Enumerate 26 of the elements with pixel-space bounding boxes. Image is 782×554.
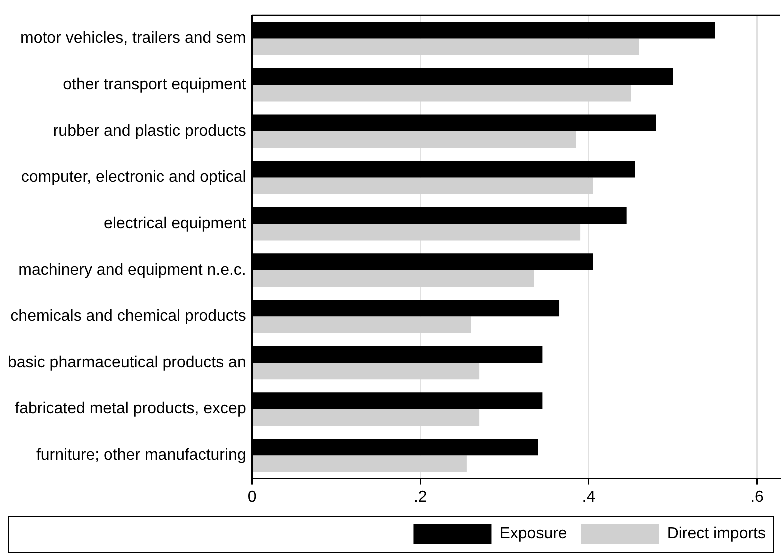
y-tick-label: machinery and equipment n.e.c.	[18, 262, 246, 279]
y-tick-label: motor vehicles, trailers and sem	[20, 30, 246, 48]
bar	[253, 85, 632, 102]
bar	[253, 38, 640, 56]
legend-label: Direct imports	[667, 525, 766, 542]
x-tick-label: .6	[750, 488, 764, 506]
y-tick-label: other transport equipment	[63, 76, 247, 94]
x-tick-label: 0	[248, 488, 257, 506]
bar	[253, 131, 576, 148]
y-tick-label: computer, electronic and optical	[21, 169, 246, 186]
bar	[253, 224, 581, 241]
y-tick-label: rubber and plastic products	[53, 122, 246, 140]
bar	[253, 409, 480, 426]
x-tick-label: .4	[582, 488, 596, 506]
bar	[253, 363, 480, 380]
y-tick-label: basic pharmaceutical products an	[8, 354, 246, 372]
y-tick-label: electrical equipment	[104, 215, 247, 232]
legend-label: Exposure	[500, 525, 568, 542]
bar	[253, 316, 472, 334]
bar	[253, 456, 467, 472]
y-tick-label: fabricated metal products, excep	[15, 400, 246, 418]
y-tick-label: chemicals and chemical products	[10, 308, 246, 326]
y-tick-label: furniture; other manufacturing	[36, 447, 246, 464]
bar	[253, 178, 594, 194]
x-tick-label: .2	[414, 488, 428, 506]
bar	[253, 270, 534, 288]
